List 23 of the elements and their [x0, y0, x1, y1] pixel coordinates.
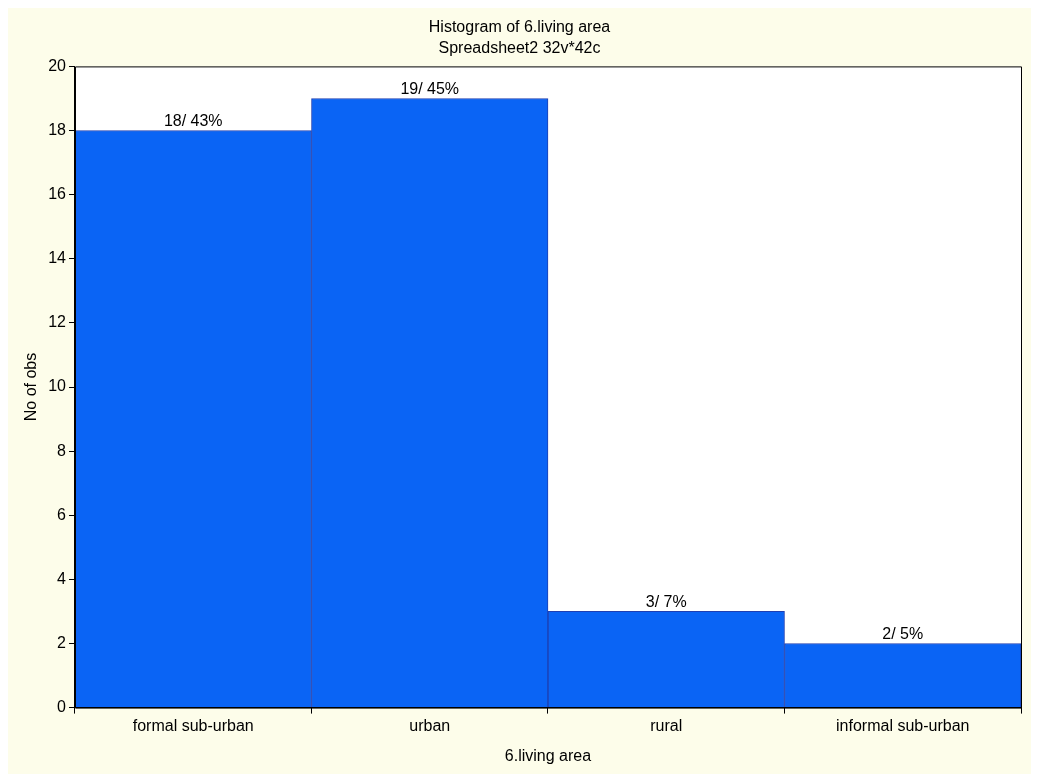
data-label: 2/ 5% — [882, 624, 924, 642]
y-tick-label: 4 — [57, 569, 67, 587]
x-axis-title: 6.living area — [504, 746, 592, 764]
chart-subtitle: Spreadsheet2 32v*42c — [438, 39, 601, 57]
y-tick-label: 2 — [57, 633, 67, 651]
y-tick-label: 14 — [48, 249, 67, 267]
y-tick-label: 20 — [48, 56, 67, 74]
x-tick-label: rural — [650, 716, 683, 734]
y-tick-label: 10 — [48, 377, 67, 395]
y-tick-label: 6 — [57, 505, 67, 523]
chart-title: Histogram of 6.living area — [428, 18, 611, 36]
data-label: 18/ 43% — [163, 111, 223, 129]
y-tick-label: 12 — [48, 313, 67, 331]
y-tick-label: 8 — [57, 441, 67, 459]
x-tick-label: urban — [409, 716, 451, 734]
y-tick-label: 16 — [48, 185, 67, 203]
x-tick-label: informal sub-urban — [836, 716, 970, 734]
y-tick-label: 0 — [57, 698, 67, 716]
data-label: 3/ 7% — [645, 592, 687, 610]
x-tick-label: formal sub-urban — [132, 716, 254, 734]
y-axis-title: No of obs — [22, 352, 40, 422]
data-label: 19/ 45% — [400, 79, 460, 97]
y-tick-label: 18 — [48, 120, 67, 138]
